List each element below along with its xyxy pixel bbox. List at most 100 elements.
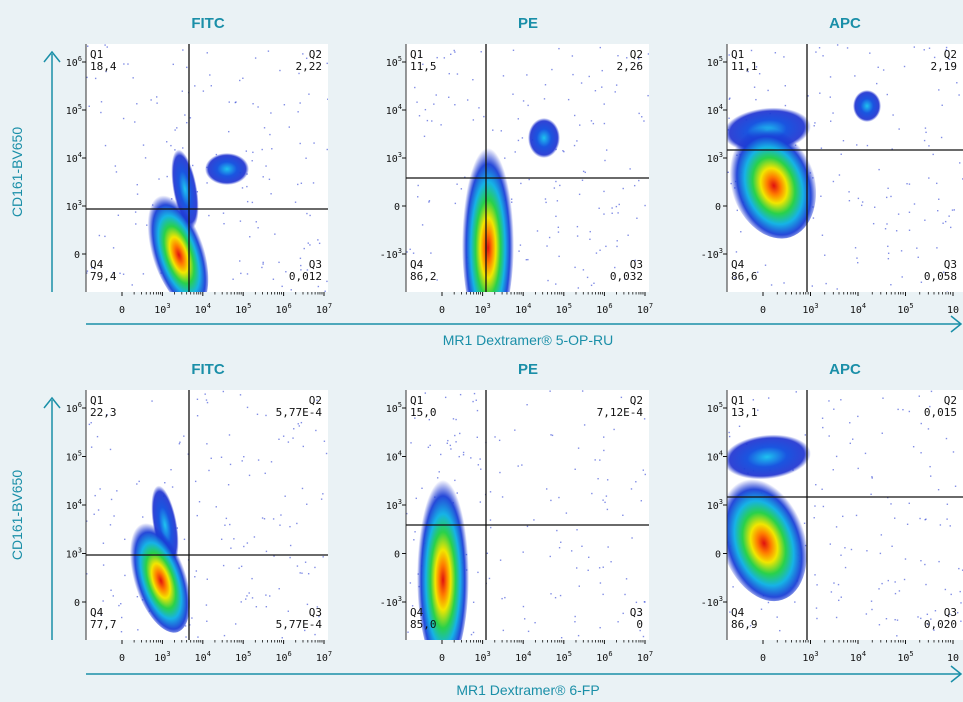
- event-dot: [261, 266, 263, 269]
- event-dot: [94, 494, 96, 497]
- event-dot: [502, 75, 505, 77]
- tick-base: 10: [386, 154, 398, 165]
- event-dot: [811, 285, 814, 287]
- event-dot: [890, 503, 892, 505]
- y-tick-label: 104: [386, 103, 402, 117]
- event-dot: [602, 593, 604, 596]
- event-dot: [603, 190, 605, 193]
- event-dot: [326, 148, 328, 151]
- event-dot: [124, 538, 126, 541]
- event-dot: [795, 391, 797, 393]
- quadrant-percent: 5,77E-4: [276, 406, 323, 419]
- event-dot: [924, 563, 926, 566]
- event-dot: [738, 425, 741, 428]
- x-tick-label: 106: [596, 302, 612, 316]
- event-dot: [223, 222, 225, 225]
- event-dot: [647, 53, 649, 55]
- event-dot: [842, 140, 845, 142]
- event-dot: [480, 468, 482, 470]
- event-dot: [158, 178, 160, 180]
- event-dot: [265, 550, 268, 553]
- event-dot: [729, 611, 731, 613]
- event-dot: [820, 147, 823, 149]
- event-dot: [252, 151, 254, 154]
- x-tick-label: 10: [947, 305, 959, 316]
- tick-base: 10: [386, 501, 398, 512]
- event-dot: [594, 90, 597, 92]
- tick-exponent: 7: [649, 302, 653, 310]
- event-dot: [578, 193, 581, 196]
- y-tick: 105: [66, 450, 86, 464]
- event-dot: [318, 50, 320, 52]
- event-dot: [270, 461, 273, 463]
- y-tick: 104: [66, 498, 86, 512]
- tick-exponent: 4: [207, 302, 211, 310]
- event-dot: [240, 565, 243, 568]
- event-dot: [88, 423, 91, 426]
- x-tick: 104: [195, 292, 211, 316]
- panel-title: FITC: [191, 361, 224, 378]
- x-tick: 103: [474, 640, 491, 664]
- quadrant-name: Q4: [90, 606, 104, 619]
- event-dot: [142, 273, 145, 275]
- event-dot: [246, 185, 248, 188]
- event-dot: [186, 66, 188, 69]
- event-dot: [90, 446, 93, 448]
- event-dot: [814, 122, 816, 124]
- y-tick: 0: [74, 250, 86, 261]
- event-dot: [206, 182, 208, 184]
- x-tick: 104: [195, 640, 211, 664]
- event-dot: [631, 537, 633, 539]
- event-dot: [488, 577, 491, 580]
- event-dot: [950, 593, 952, 596]
- event-dot: [816, 584, 818, 586]
- event-dot: [264, 472, 266, 475]
- y-tick-label: 0: [74, 598, 80, 609]
- event-dot: [289, 544, 292, 547]
- event-dot: [819, 92, 821, 94]
- event-dot: [142, 516, 144, 518]
- event-dot: [170, 468, 172, 471]
- event-dot: [443, 57, 446, 59]
- event-dot: [547, 279, 549, 282]
- event-dot: [953, 209, 955, 211]
- event-dot: [205, 604, 208, 606]
- event-dot: [642, 469, 644, 471]
- event-dot: [939, 524, 942, 526]
- event-dot: [549, 390, 551, 392]
- event-dot: [929, 475, 932, 477]
- event-dot: [956, 611, 959, 614]
- event-dot: [878, 168, 880, 171]
- event-dot: [272, 278, 275, 280]
- event-dot: [187, 453, 189, 455]
- x-tick: 104: [850, 640, 866, 664]
- event-dot: [945, 46, 948, 49]
- event-dot: [779, 629, 781, 632]
- event-dot: [840, 399, 842, 401]
- tick-base: -10: [380, 598, 398, 609]
- x-tick-label: 107: [316, 302, 332, 316]
- event-dot: [930, 618, 932, 620]
- tick-exponent: 5: [78, 450, 82, 458]
- event-dot: [599, 249, 601, 251]
- event-dot: [616, 245, 618, 248]
- event-dot: [640, 500, 643, 502]
- event-dot: [897, 408, 899, 411]
- tick-base: 0: [394, 202, 400, 213]
- x-tick: 10: [947, 640, 959, 664]
- event-dot: [861, 201, 864, 203]
- event-dot: [499, 471, 501, 474]
- event-dot: [414, 531, 416, 533]
- event-dot: [171, 486, 174, 488]
- tick-exponent: 4: [862, 650, 866, 658]
- event-dot: [256, 413, 259, 416]
- tick-base: 0: [715, 550, 721, 561]
- event-dot: [877, 66, 879, 68]
- event-dot: [828, 400, 830, 402]
- event-dot: [784, 85, 786, 87]
- event-dot: [413, 539, 415, 541]
- tick-base: 10: [850, 305, 862, 316]
- event-dot: [106, 46, 108, 48]
